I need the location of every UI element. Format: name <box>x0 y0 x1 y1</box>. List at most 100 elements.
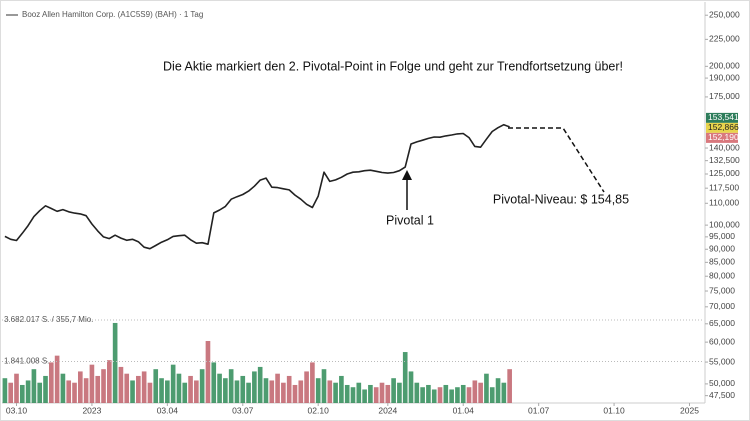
volume-bar <box>14 373 19 403</box>
volume-bar <box>269 380 275 403</box>
price-tag <box>706 112 738 123</box>
volume-bar <box>165 380 170 403</box>
volume-bar <box>234 380 240 403</box>
volume-bar <box>112 322 118 403</box>
volume-bar <box>95 375 101 403</box>
volume-bar <box>292 384 298 403</box>
y-tick-label: 117,500 <box>709 182 739 192</box>
volume-bar <box>54 355 60 403</box>
y-tick-label: 175,000 <box>709 91 740 101</box>
volume-bar <box>223 378 228 403</box>
y-tick-label: 85,000 <box>709 257 735 267</box>
x-tick-label: 03.07 <box>232 405 254 415</box>
volume-bar <box>472 380 478 403</box>
volume-bar <box>194 380 199 403</box>
volume-bar <box>257 366 263 403</box>
volume-bar <box>437 387 443 403</box>
volume-bar <box>489 387 495 403</box>
price-tag <box>706 122 738 133</box>
volume-bar <box>391 378 396 403</box>
volume-bar <box>141 371 147 403</box>
x-tick-label: 2024 <box>378 405 397 415</box>
y-tick-label: 100,000 <box>709 219 740 229</box>
volume-bar <box>43 375 48 403</box>
volume-bar <box>240 375 246 403</box>
volume-bar <box>310 362 315 403</box>
volume-bar <box>286 375 292 403</box>
x-tick-label: 01.07 <box>528 405 550 415</box>
price-tag-label: 152,866 <box>708 122 739 132</box>
volume-bar <box>327 380 333 403</box>
volume-bar <box>252 371 257 403</box>
volume-bar <box>147 382 153 403</box>
volume-bar <box>217 373 222 403</box>
price-tag-label: 153,541 <box>708 112 739 122</box>
volume-bar <box>246 382 251 403</box>
volume-bar <box>315 378 321 403</box>
y-tick-label: 90,000 <box>709 244 735 254</box>
x-tick-label: 01.04 <box>453 405 475 415</box>
y-tick-label: 190,000 <box>709 72 740 82</box>
volume-bar <box>228 369 234 403</box>
volume-bar <box>263 378 269 403</box>
y-tick-label: 200,000 <box>709 61 740 71</box>
y-tick-label: 132,500 <box>709 155 740 165</box>
volume-bar <box>304 371 309 403</box>
volume-bar <box>199 369 205 403</box>
volume-bar <box>188 375 193 403</box>
annotation: Die Aktie markiert den 2. Pivotal-Point … <box>163 59 623 73</box>
y-tick-label: 60,000 <box>709 336 735 346</box>
pivot-label: Pivotal 1 <box>386 213 434 227</box>
volume-bar <box>66 380 72 403</box>
volume-level-label: 1.841.008 S. <box>4 357 49 366</box>
y-tick-label: 50,000 <box>709 378 735 388</box>
x-tick-label: 02.10 <box>308 405 330 415</box>
volume-bar <box>495 378 501 403</box>
volume-level-label: 3.682.017 S. / 355,7 Mio. <box>4 315 93 324</box>
volume-bar <box>501 382 507 403</box>
volume-bar <box>211 362 217 403</box>
volume-bar <box>460 384 466 403</box>
volume-bar <box>281 382 286 403</box>
volume-bar <box>176 373 182 403</box>
volume-bar <box>408 371 414 403</box>
y-tick-label: 80,000 <box>709 270 735 280</box>
volume-bar <box>402 352 408 403</box>
volume-bar <box>420 387 425 403</box>
volume-bar <box>426 384 431 403</box>
volume-bar <box>414 382 420 403</box>
volume-bar <box>153 369 159 403</box>
pivot-level-label: Pivotal-Niveau: $ 154,85 <box>493 192 629 206</box>
chart-title: Booz Allen Hamilton Corp. (A1C5S9) (BAH)… <box>22 10 203 19</box>
volume-bar <box>37 382 43 403</box>
pivot-arrowhead <box>402 170 412 180</box>
volume-bar <box>484 373 489 403</box>
volume-bar <box>159 378 164 403</box>
volume-bar <box>431 389 437 403</box>
volume-bar <box>344 384 350 403</box>
volume-bar <box>449 389 454 403</box>
x-tick-label: 01.10 <box>603 405 625 415</box>
volume-bar <box>298 380 304 403</box>
volume-bar <box>101 369 106 403</box>
volume-bar <box>60 373 66 403</box>
volume-bar <box>8 382 14 403</box>
pivot-level-line <box>508 127 605 193</box>
y-tick-label: 140,000 <box>709 142 740 152</box>
volume-bar <box>31 369 37 403</box>
volume-bar <box>48 362 54 403</box>
volume-bar <box>385 384 391 403</box>
x-tick-label: 2023 <box>82 405 101 415</box>
price-tag-label: 152,190 <box>708 132 739 142</box>
volume-bar <box>182 382 188 403</box>
volume-bar <box>455 387 460 403</box>
volume-bar <box>443 384 449 403</box>
volume-bar <box>339 375 344 403</box>
volume-bar <box>83 378 89 403</box>
volume-bar <box>356 382 362 403</box>
volume-bar <box>136 375 141 403</box>
x-tick-label: 2025 <box>680 405 699 415</box>
price-line <box>4 123 510 250</box>
y-tick-label: 70,000 <box>709 301 735 311</box>
